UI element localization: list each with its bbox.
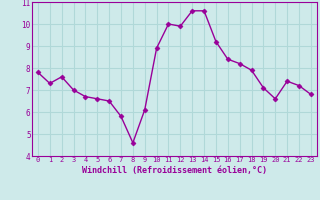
X-axis label: Windchill (Refroidissement éolien,°C): Windchill (Refroidissement éolien,°C) [82, 166, 267, 175]
